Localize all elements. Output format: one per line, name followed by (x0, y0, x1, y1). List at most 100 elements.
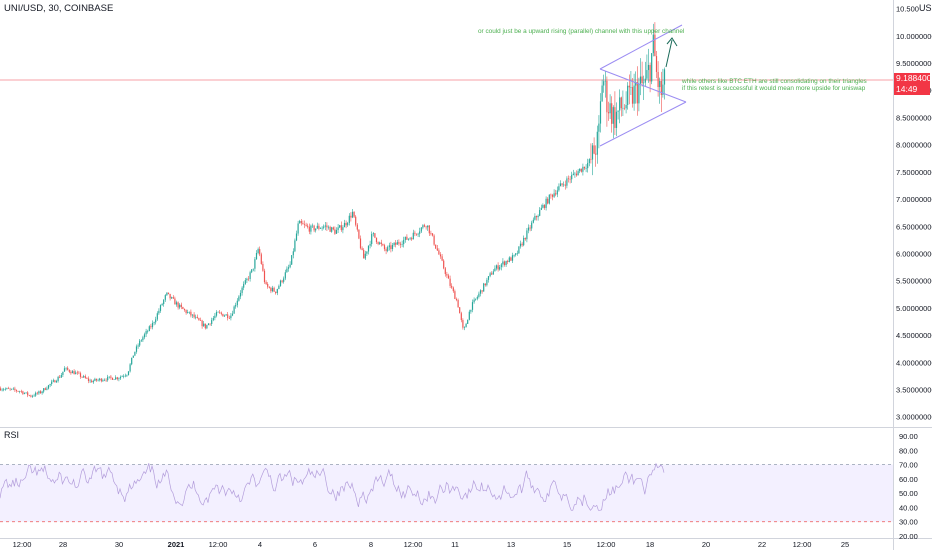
candle-body-up (319, 228, 322, 230)
candle-body-down (358, 229, 360, 239)
candle-body-down (620, 97, 622, 109)
candle-body-down (0, 388, 2, 391)
candle-body-up (478, 293, 480, 297)
candle-body-up (257, 249, 259, 254)
price-tick-label: 7.00000000 (896, 195, 932, 204)
candle-body-up (537, 215, 539, 218)
candle-body-up (321, 227, 323, 229)
candle-body-down (275, 291, 277, 294)
price-tick-label: 6.50000000 (896, 222, 932, 231)
candle-body-up (140, 340, 142, 341)
candle-body-up (249, 272, 251, 280)
candle-body-up (203, 323, 205, 327)
candle-body-up (164, 295, 166, 300)
candle-body-up (4, 388, 6, 390)
candle-body-up (279, 280, 282, 286)
candle-body-up (526, 230, 528, 240)
candle-body-up (393, 242, 395, 245)
candle-body-up (324, 225, 326, 227)
candle-body-up (532, 219, 534, 223)
candle-body-up (659, 81, 661, 88)
time-tick-label: 13 (507, 540, 515, 549)
candle-body-down (110, 376, 112, 378)
price-tick-label: 5.00000000 (896, 304, 932, 313)
candle-body-down (228, 317, 230, 319)
candle-body-up (214, 315, 216, 319)
candle-body-up (347, 222, 349, 226)
candle-body-down (484, 283, 486, 286)
candle-body-up (343, 222, 346, 228)
candle-body-up (155, 319, 157, 323)
candle-body-up (147, 331, 149, 332)
candle-body-up (633, 85, 635, 104)
candle-body-up (601, 85, 603, 102)
candle-body-up (427, 225, 429, 228)
candle-body-up (212, 318, 214, 321)
candle-body-up (99, 378, 101, 380)
candle-body-down (172, 297, 174, 299)
candle-body-down (67, 367, 69, 370)
candle-body-up (337, 227, 339, 231)
candle-body-up (505, 261, 507, 266)
candle-body-up (612, 107, 614, 124)
candle-body-down (345, 222, 347, 226)
candle-body-up (215, 312, 218, 316)
candle-body-down (636, 81, 638, 104)
candle-body-down (350, 215, 352, 218)
price-tick-label: 3.00000000 (896, 413, 932, 422)
candle-body-up (23, 393, 26, 394)
candle-body-up (492, 271, 494, 275)
candle-body-down (193, 314, 195, 318)
candle-body-up (527, 227, 530, 231)
last-price-tag: 9.18840000 (894, 73, 932, 84)
candle-body-up (609, 103, 611, 114)
candle-body-down (363, 249, 365, 259)
candle-body-down (263, 270, 266, 283)
candle-body-down (59, 376, 61, 378)
candle-body-up (127, 371, 130, 375)
candle-body-down (606, 80, 608, 113)
candle-body-down (547, 198, 549, 204)
candle-body-down (431, 233, 434, 236)
candle-body-down (595, 153, 597, 155)
candle-body-down (220, 312, 222, 314)
channel-upper-line (599, 24, 683, 70)
candle-body-up (574, 173, 576, 175)
candle-body-up (62, 371, 64, 375)
candle-body-up (246, 278, 248, 281)
annotation-retest: if this retest is successful it would me… (682, 85, 866, 92)
candle-body-up (617, 110, 619, 112)
candle-body-up (417, 233, 419, 235)
candle-body-down (452, 287, 454, 292)
candle-body-up (479, 290, 482, 294)
candle-body-up (494, 268, 496, 272)
price-tick-label: 7.50000000 (896, 168, 932, 177)
candle-body-down (430, 233, 432, 234)
candle-body-down (443, 260, 445, 269)
candle-body-down (590, 159, 592, 160)
candle-body-down (20, 391, 22, 392)
candle-body-up (615, 111, 618, 128)
candle-body-up (12, 388, 14, 390)
price-tick-label: 9.50000000 (896, 59, 932, 68)
candle-body-down (150, 326, 152, 328)
candle-body-up (515, 253, 517, 255)
trendline-drawings[interactable] (599, 24, 687, 147)
candle-body-down (390, 245, 392, 250)
candle-body-down (81, 376, 83, 378)
candle-body-up (103, 379, 106, 381)
candle-body-down (414, 232, 416, 234)
candle-body-up (297, 223, 299, 234)
candle-body-up (563, 184, 565, 186)
candle-body-down (190, 311, 192, 316)
candle-body-up (619, 97, 621, 111)
price-tick-label: 8.50000000 (896, 113, 932, 122)
candle-body-up (283, 278, 285, 282)
candle-body-up (235, 305, 237, 307)
currency-label[interactable]: USD (919, 3, 932, 13)
candle-body-up (571, 174, 573, 180)
candle-body-up (367, 245, 370, 252)
candle-body-down (433, 235, 435, 245)
candle-body-down (439, 254, 442, 257)
